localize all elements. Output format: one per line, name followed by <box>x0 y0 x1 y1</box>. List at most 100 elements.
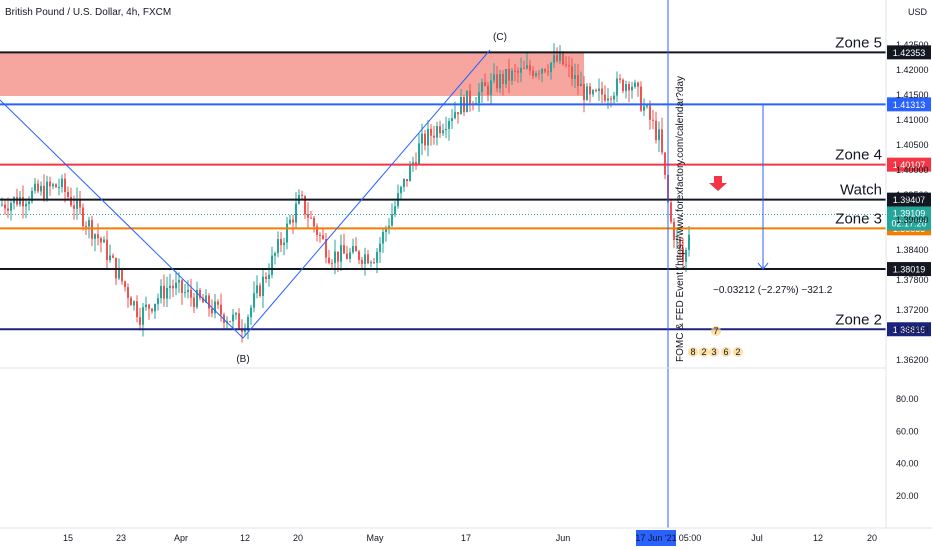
candle-body <box>418 143 420 165</box>
candle-body <box>82 207 84 227</box>
candle-body <box>379 243 381 252</box>
candle-body <box>73 205 75 209</box>
candle-body <box>457 112 459 115</box>
candle-body <box>112 255 114 258</box>
price-tick-4: 1.40500 <box>896 140 929 150</box>
candle-body <box>19 197 21 205</box>
candle-body <box>166 288 168 299</box>
candle-body <box>490 80 492 95</box>
current-price-badge <box>887 206 931 231</box>
candle-body <box>250 307 252 318</box>
candle-body <box>340 245 342 262</box>
candle-body <box>448 121 450 129</box>
event-number-0: 7 <box>713 326 718 336</box>
candle-body <box>310 217 312 219</box>
candle-body <box>592 90 594 95</box>
candle-body <box>232 314 234 322</box>
currency-label: USD <box>908 7 928 17</box>
candle-body <box>235 313 237 315</box>
candle-body <box>394 206 396 215</box>
chart-title: British Pound / U.S. Dollar, 4h, FXCM <box>5 7 171 18</box>
candle-body <box>343 245 345 254</box>
candle-body <box>97 234 99 239</box>
candle-body <box>187 289 189 293</box>
indicator-tick-0: 80.00 <box>896 394 919 404</box>
event-number-2: 2 <box>701 347 706 357</box>
level-badge-label-5: 1.38019 <box>893 265 926 275</box>
event-marker-1 <box>688 347 698 357</box>
candle-body <box>439 126 441 134</box>
candle-body <box>142 307 144 325</box>
candle-body <box>604 94 606 101</box>
current-price-countdown: 02:17:20 <box>891 219 926 229</box>
candle-body <box>637 82 639 87</box>
candle-body <box>154 303 156 312</box>
candle-body <box>538 73 540 75</box>
zone-label-4: Zone 3 <box>835 210 882 227</box>
candle-body <box>43 185 45 199</box>
candle-body <box>586 86 588 101</box>
wave-label-b: (B) <box>236 354 249 365</box>
indicator-tick-2: 40.00 <box>896 459 919 469</box>
candle-body <box>556 55 558 61</box>
candle-body <box>610 98 612 100</box>
candle-body <box>403 178 405 187</box>
candle-body <box>40 185 42 192</box>
candle-body <box>289 219 291 224</box>
candle-body <box>319 234 321 236</box>
time-tick-8: Jul <box>751 533 763 543</box>
candle-body <box>145 304 147 308</box>
wave-label-c: (C) <box>493 32 507 43</box>
candle-body <box>376 251 378 263</box>
candle-body <box>688 234 690 250</box>
candle-body <box>316 226 318 235</box>
zone-label-2: Zone 4 <box>835 147 882 164</box>
candle-body <box>277 239 279 254</box>
candle-body <box>655 120 657 141</box>
candle-body <box>52 184 54 187</box>
candle-body <box>622 79 624 92</box>
candle-body <box>34 183 36 191</box>
candle-body <box>553 55 555 63</box>
level-badge-3 <box>887 192 931 207</box>
candle-body <box>337 251 339 262</box>
candle-body <box>517 70 519 73</box>
candle-body <box>157 298 159 304</box>
candle-body <box>274 253 276 256</box>
candle-body <box>28 201 30 204</box>
candle-body <box>322 235 324 239</box>
candle-body <box>673 221 675 241</box>
candle-body <box>580 83 582 87</box>
candle-body <box>574 74 576 79</box>
candle-body <box>601 88 603 95</box>
candle-body <box>121 269 123 282</box>
candle-body <box>487 86 489 95</box>
candle-body <box>451 118 453 122</box>
candle-body <box>598 88 600 92</box>
candle-body <box>430 128 432 136</box>
level-badge-2 <box>887 157 931 172</box>
candle-body <box>583 83 585 101</box>
candle-body <box>433 135 435 138</box>
time-tick-3: 12 <box>240 533 250 543</box>
candle-body <box>589 86 591 95</box>
candle-body <box>562 51 564 65</box>
time-tick-4: 20 <box>293 533 303 543</box>
candle-body <box>181 280 183 293</box>
candle-body <box>151 308 153 312</box>
candle-body <box>436 126 438 138</box>
candle-body <box>649 105 651 120</box>
candle-body <box>388 225 390 229</box>
candle-body <box>595 90 597 92</box>
candle-body <box>199 289 201 298</box>
candle-body <box>391 214 393 226</box>
level-badge-label-3: 1.39407 <box>893 195 926 205</box>
candle-body <box>130 297 132 306</box>
candle-body <box>643 106 645 111</box>
candle-body <box>484 82 486 87</box>
candle-body <box>421 133 423 144</box>
candle-body <box>220 304 222 315</box>
candle-body <box>454 112 456 119</box>
candle-body <box>253 293 255 308</box>
